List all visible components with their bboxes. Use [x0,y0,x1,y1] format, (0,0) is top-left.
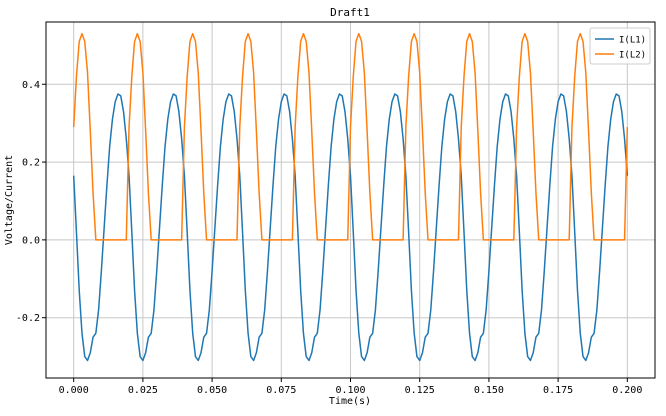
x-tick-label: 0.100 [335,385,365,396]
chart-title: Draft1 [330,6,370,19]
x-tick-label: 0.025 [128,385,158,396]
y-axis-label: Voltage/Current [4,155,15,245]
x-axis-label: Time(s) [329,396,371,407]
y-tick-label: 0.0 [22,235,40,246]
x-tick-label: 0.200 [612,385,642,396]
legend-box [589,27,651,65]
series-group [72,32,629,362]
x-tick-label: 0.150 [474,385,504,396]
x-tick-label: 0.075 [266,385,296,396]
x-tick-label: 0.175 [543,385,573,396]
y-tick-label: 0.2 [22,158,40,169]
x-tick-label: 0.000 [59,385,89,396]
y-axis-ticks: -0.2 0.0 0.2 0.4 [16,80,46,324]
legend-label: I(L2) [619,51,646,61]
legend-label: I(L1) [619,36,646,46]
x-tick-label: 0.050 [197,385,227,396]
series-line-i-l2- [72,32,629,241]
y-tick-label: -0.2 [16,313,40,324]
x-tick-label: 0.125 [405,385,435,396]
x-axis-ticks: 0.000 0.025 0.050 0.075 0.100 0.125 0.150 0.175… [59,378,642,396]
y-tick-label: 0.4 [22,80,40,91]
series-line-i-l1- [72,93,629,362]
legend: I(L1) I(L2) [589,27,651,65]
